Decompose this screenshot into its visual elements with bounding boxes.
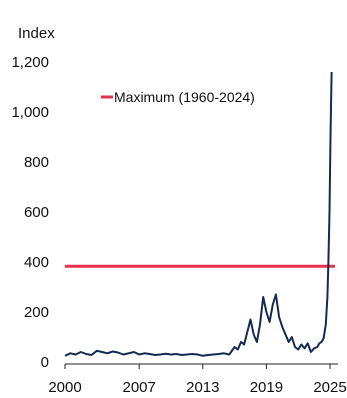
x-tick-labels: 2000 2007 2013 2019 2025 <box>48 379 346 396</box>
y-tick-labels: 0 200 400 600 800 1,000 1,200 <box>11 54 49 371</box>
x-tick-label: 2025 <box>313 379 346 396</box>
y-tick-label: 400 <box>24 254 49 271</box>
index-series-line <box>64 71 333 357</box>
y-tick-label: 200 <box>24 304 49 321</box>
y-axis-title: Index <box>18 25 55 42</box>
x-tick-label: 2013 <box>186 379 219 396</box>
legend-label: Maximum (1960-2024) <box>114 89 255 105</box>
x-tick-label: 2000 <box>48 379 81 396</box>
y-tick-label: 1,200 <box>11 54 49 71</box>
x-tick-label: 2007 <box>123 379 156 396</box>
x-tick-label: 2019 <box>250 379 283 396</box>
y-tick-label: 800 <box>24 154 49 171</box>
y-tick-label: 0 <box>41 354 49 371</box>
y-tick-label: 600 <box>24 204 49 221</box>
x-tick-marks <box>64 364 331 369</box>
y-tick-label: 1,000 <box>11 104 49 121</box>
